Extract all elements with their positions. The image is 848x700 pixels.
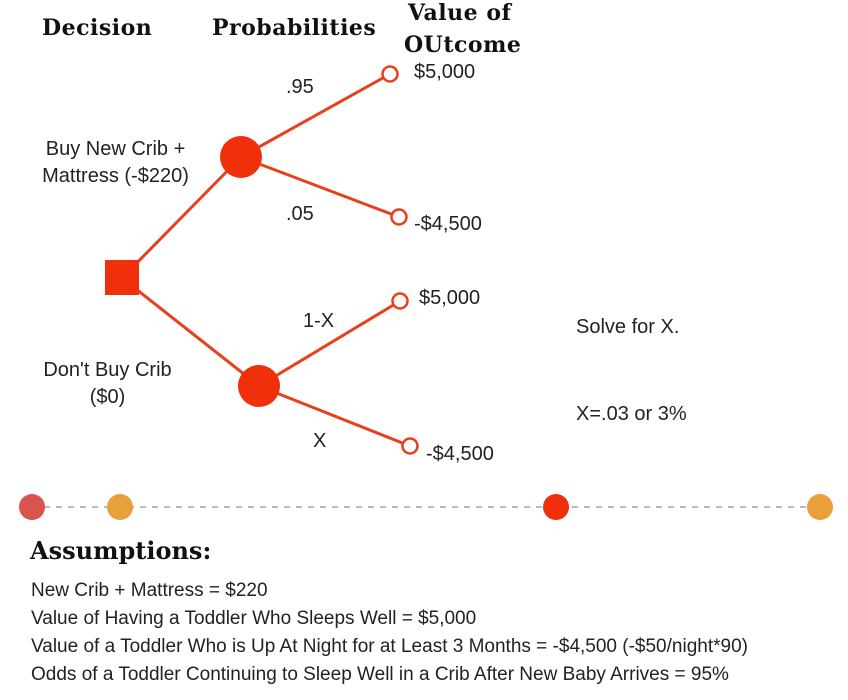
outcome-dont-bad: -$4,500 xyxy=(426,443,494,465)
decision-buy-line2: Mattress (-$220) xyxy=(42,165,189,187)
outcome-buy-bad: -$4,500 xyxy=(414,213,482,235)
edge-buy-bad xyxy=(240,155,400,219)
header-outcome: OUtcome xyxy=(404,32,522,58)
prob-buy-good: .95 xyxy=(286,76,314,98)
decision-buy-label: Buy New Crib + Mattress (-$220) xyxy=(28,138,203,188)
terminal-node-buy-good xyxy=(381,65,399,83)
edge-dont-bad xyxy=(258,384,411,448)
assumption-line-4: Odds of a Toddler Continuing to Sleep We… xyxy=(31,664,729,685)
outcome-dont-good: $5,000 xyxy=(419,287,481,309)
decision-dont-label: Don't Buy Crib ($0) xyxy=(30,359,185,409)
timeline-dot-3 xyxy=(543,494,569,520)
assumption-line-3: Value of a Toddler Who is Up At Night fo… xyxy=(31,636,748,657)
header-value-of: Value of xyxy=(408,0,512,26)
prob-buy-bad: .05 xyxy=(286,203,314,225)
assumptions-list: New Crib + Mattress = $220 Value of Havi… xyxy=(31,580,748,692)
timeline-dot-2 xyxy=(107,494,133,520)
decision-node-square xyxy=(105,260,139,295)
prob-dont-bad: X xyxy=(313,430,327,452)
timeline-dot-1 xyxy=(19,494,45,520)
header-decision: Decision xyxy=(42,15,153,41)
assumptions-title: Assumptions: xyxy=(30,536,212,565)
decision-dont-line1: Don't Buy Crib xyxy=(43,359,172,381)
outcome-buy-good: $5,000 xyxy=(414,61,476,83)
terminal-node-buy-bad xyxy=(390,208,408,226)
assumption-line-1: New Crib + Mattress = $220 xyxy=(31,580,268,601)
edge-dont-good xyxy=(258,299,401,388)
prob-dont-good: 1-X xyxy=(303,310,335,332)
edge-buy-good xyxy=(240,72,391,159)
note-answer: X=.03 or 3% xyxy=(576,403,687,425)
timeline-dot-4 xyxy=(807,494,833,520)
edge-decision-to-dont xyxy=(121,276,260,388)
terminal-node-dont-bad xyxy=(401,437,419,455)
decision-dont-line2: ($0) xyxy=(89,386,126,408)
chance-node-buy xyxy=(220,136,262,178)
chance-node-dont xyxy=(238,365,280,407)
assumption-line-2: Value of Having a Toddler Who Sleeps Wel… xyxy=(31,608,477,629)
note-solve: Solve for X. xyxy=(576,316,680,338)
decision-buy-line1: Buy New Crib + xyxy=(45,138,186,160)
terminal-node-dont-good xyxy=(391,292,409,310)
header-probabilities: Probabilities xyxy=(212,15,377,41)
edge-decision-to-buy xyxy=(120,155,243,280)
